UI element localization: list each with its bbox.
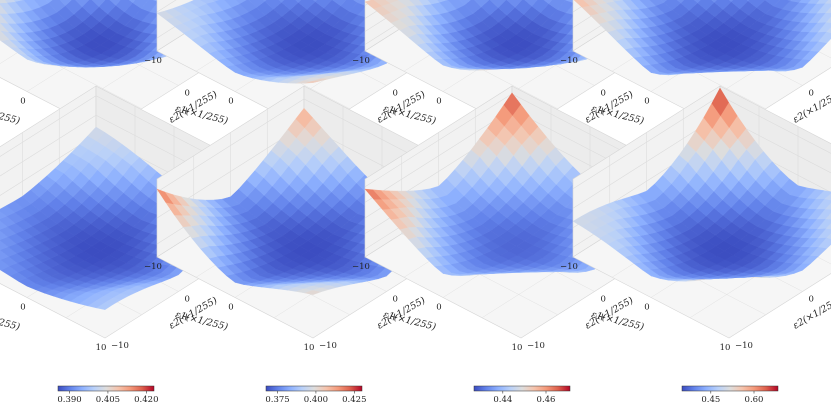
x-tick-label: 10 — [304, 343, 315, 353]
y-tick-label: −10 — [735, 341, 753, 351]
colorbar-tick-label: 0.390 — [57, 395, 81, 405]
x-tick-label: 0 — [20, 97, 25, 107]
y-tick-label: 0 — [393, 295, 398, 305]
y-tick-label: 0 — [185, 295, 190, 305]
colorbar-tick-label: 0.60 — [745, 395, 764, 405]
x-tick-label: −10 — [560, 262, 578, 272]
x-tick-label: −10 — [144, 262, 162, 272]
x-axis-label: ε1(×1/255) — [0, 309, 21, 333]
x-tick-label: −10 — [144, 56, 162, 66]
colorbar-tick-label: 0.44 — [493, 395, 512, 405]
x-tick-label: 0 — [644, 303, 649, 313]
x-axis-label: ε1(×1/255) — [0, 103, 21, 127]
x-tick-label: 0 — [228, 303, 233, 313]
x-tick-label: 0 — [228, 97, 233, 107]
colorbar-bar — [266, 386, 362, 391]
colorbar-tick-label: 0.45 — [701, 395, 720, 405]
colorbar-bar — [682, 386, 778, 391]
x-tick-label: 10 — [720, 343, 731, 353]
colorbar-tick-label: 0.400 — [304, 395, 328, 405]
y-tick-label: 0 — [809, 295, 814, 305]
colorbar-tick-label: 0.46 — [537, 395, 556, 405]
x-tick-label: −10 — [352, 56, 370, 66]
y-tick-label: −10 — [319, 341, 337, 351]
x-tick-label: 0 — [436, 303, 441, 313]
colorbar: 0.375 0.400 0.425 — [265, 386, 366, 405]
colorbar-bar — [58, 386, 154, 391]
x-tick-label: 0 — [436, 97, 441, 107]
y-tick-label: −10 — [527, 341, 545, 351]
x-tick-label: −10 — [352, 262, 370, 272]
colorbar-tick-label: 0.420 — [134, 395, 158, 405]
colorbar: 0.44 0.46 — [474, 386, 570, 405]
x-tick-label: 0 — [20, 303, 25, 313]
y-tick-label: 0 — [393, 89, 398, 99]
x-tick-label: −10 — [560, 56, 578, 66]
colorbar: 0.390 0.405 0.420 — [57, 386, 158, 405]
colorbar-tick-label: 0.425 — [342, 395, 366, 405]
x-tick-label: 10 — [96, 343, 107, 353]
colorbar: 0.45 0.60 — [682, 386, 778, 405]
y-tick-label: 0 — [185, 89, 190, 99]
y-tick-label: 0 — [601, 89, 606, 99]
x-tick-label: 10 — [512, 343, 523, 353]
x-tick-label: 0 — [644, 97, 649, 107]
colorbar-bar — [474, 386, 570, 391]
y-tick-label: 0 — [809, 89, 814, 99]
y-tick-label: 0 — [601, 295, 606, 305]
colorbar-tick-label: 0.405 — [96, 395, 120, 405]
colorbar-tick-label: 0.375 — [265, 395, 289, 405]
y-tick-label: −10 — [111, 341, 129, 351]
